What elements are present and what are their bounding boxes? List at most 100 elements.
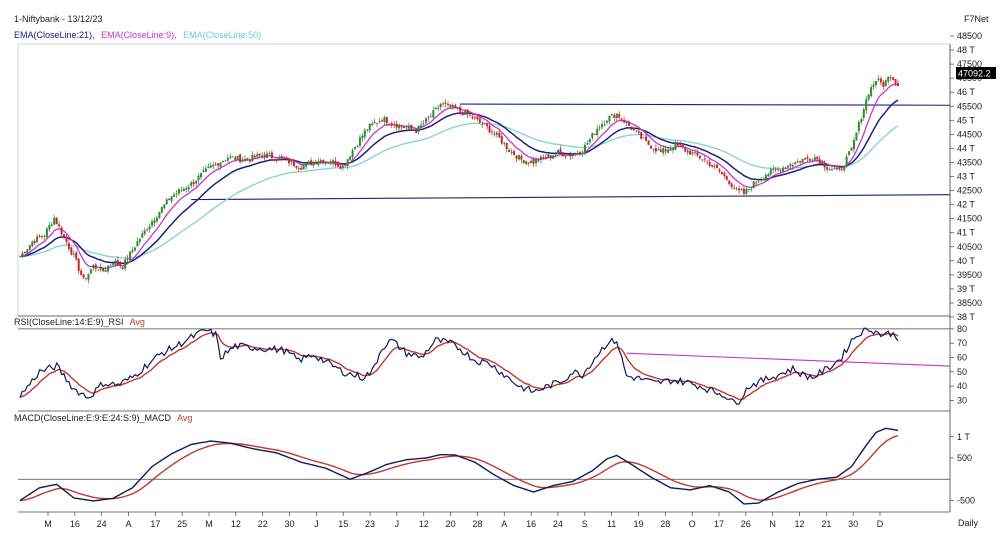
candle-body (307, 161, 310, 165)
candle-body (493, 133, 496, 135)
candle-body (694, 151, 697, 153)
candle-body (857, 121, 860, 132)
macd-lines (18, 427, 950, 505)
candle-body (818, 159, 821, 165)
candle-body (170, 196, 173, 202)
price-tick-label: 42 T (957, 200, 975, 210)
candle-body (422, 123, 425, 125)
candle-body (390, 123, 393, 125)
candle-body (811, 160, 814, 162)
macd-legend-main: MACD(CloseLine:E:9:E:24:S:9)_MACD (14, 413, 172, 423)
candle-body (92, 264, 95, 269)
candle-body (190, 182, 193, 186)
x-tick-label: 26 (741, 519, 751, 529)
candle-body (351, 150, 354, 158)
candle-body (547, 154, 550, 158)
candle-body (334, 160, 337, 166)
candle-body (332, 160, 335, 164)
candle-body (762, 178, 765, 181)
source-label: F7Net (964, 14, 989, 24)
candle-body (143, 230, 146, 234)
candle-body (280, 156, 283, 158)
price-tick-label: 38 T (957, 312, 975, 322)
x-tick-label: J (395, 519, 400, 529)
candle-body (698, 155, 701, 159)
candle-body (354, 146, 357, 149)
candle-body (471, 116, 474, 119)
rsi-tick-label: 50 (957, 367, 967, 377)
candle-body (879, 78, 882, 83)
ema50-line (19, 122, 899, 259)
candle-body (615, 113, 618, 119)
candle-body (124, 259, 127, 269)
candle-body (833, 168, 836, 170)
candle-body (613, 115, 616, 118)
x-tick-label: 17 (150, 519, 160, 529)
candle-body (266, 153, 269, 159)
candle-body (830, 169, 833, 171)
candle-body (730, 183, 733, 187)
candle-body (469, 115, 472, 116)
candle-body (456, 108, 459, 109)
candle-body (549, 155, 552, 158)
candle-body (689, 150, 692, 155)
candle-body (80, 270, 83, 275)
rsi-tick-label: 80 (957, 324, 967, 334)
candle-body (373, 122, 376, 124)
candle-body (451, 104, 454, 107)
candle-body (148, 226, 151, 230)
candle-body (136, 241, 139, 247)
rsi-tick-label: 60 (957, 352, 967, 362)
candle-body (525, 161, 528, 165)
price-trendlines (191, 103, 951, 201)
candle-body (202, 170, 205, 172)
candle-body (187, 187, 190, 190)
candle-body (601, 124, 604, 128)
candle-body (760, 179, 763, 181)
rsi-y-axis: 80 70 60 50 40 30 (950, 324, 967, 405)
rsi-tick-label: 70 (957, 338, 967, 348)
candle-body (165, 199, 168, 205)
candle-body (195, 181, 198, 184)
candle-body (649, 145, 652, 149)
x-tick-label: M (205, 519, 213, 529)
candle-body (192, 182, 195, 185)
candle-body (542, 157, 545, 158)
macd-legend-avg: Avg (177, 413, 192, 423)
ema21-line (19, 99, 899, 265)
candle-body (786, 165, 789, 168)
candle-body (427, 116, 430, 118)
rsi-line (19, 327, 899, 405)
candle-body (97, 269, 100, 271)
candle-body (324, 161, 327, 164)
candle-body (407, 126, 410, 129)
candle-body (574, 152, 577, 154)
candle-body (251, 154, 254, 162)
candle-body (608, 115, 611, 122)
macd-panel: MACD(CloseLine:E:9:E:24:S:9)_MACD Avg 1 … (14, 410, 975, 513)
candle-body (892, 77, 895, 80)
price-tick-label: 41 T (957, 228, 975, 238)
candle-body (476, 116, 479, 120)
rsi-lines (18, 327, 951, 405)
candle-body (376, 123, 379, 125)
candle-body (703, 158, 706, 160)
candle-body (177, 189, 180, 194)
candle-body (204, 168, 207, 172)
candle-body (564, 155, 567, 157)
ema21-line-group (19, 99, 899, 265)
candle-body (442, 103, 445, 105)
candle-body (53, 217, 56, 225)
candle-body (874, 81, 877, 85)
candle-body (884, 80, 887, 87)
candle-body (119, 263, 122, 266)
candle-body (620, 118, 623, 120)
rsi-tick-label: 30 (957, 395, 967, 405)
ema21-legend: EMA(CloseLine:21), (14, 30, 95, 40)
candle-body (226, 157, 229, 161)
candle-body (740, 189, 743, 191)
candle-body (527, 162, 530, 164)
ema50-line-group (19, 122, 899, 259)
price-tick-label: 44500 (957, 129, 982, 139)
